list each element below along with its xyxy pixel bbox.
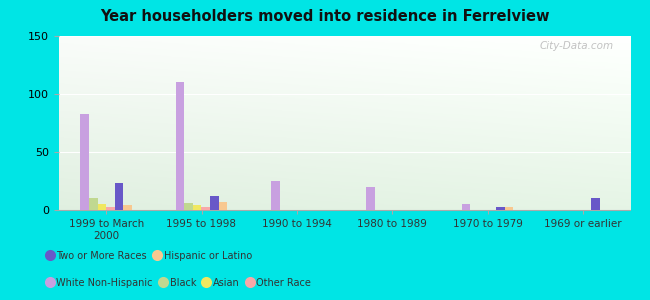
Bar <box>115 183 124 210</box>
Bar <box>185 203 193 210</box>
Bar <box>176 82 185 210</box>
Bar <box>504 206 514 210</box>
Bar <box>462 204 471 210</box>
Bar <box>106 206 115 210</box>
Bar <box>124 206 132 210</box>
Text: Year householders moved into residence in Ferrelview: Year householders moved into residence i… <box>100 9 550 24</box>
Bar <box>202 206 210 210</box>
Legend: Two or More Races, Hispanic or Latino: Two or More Races, Hispanic or Latino <box>44 247 256 265</box>
Bar <box>210 196 218 210</box>
Bar <box>98 204 106 210</box>
Bar <box>218 202 227 210</box>
Bar <box>271 181 280 210</box>
Bar <box>89 198 98 210</box>
Bar <box>193 206 202 210</box>
Bar <box>496 206 504 210</box>
Text: City-Data.com: City-Data.com <box>540 41 614 51</box>
Bar <box>81 114 89 210</box>
Legend: White Non-Hispanic, Black, Asian, Other Race: White Non-Hispanic, Black, Asian, Other … <box>44 274 315 292</box>
Bar <box>592 198 600 210</box>
Bar <box>367 187 375 210</box>
